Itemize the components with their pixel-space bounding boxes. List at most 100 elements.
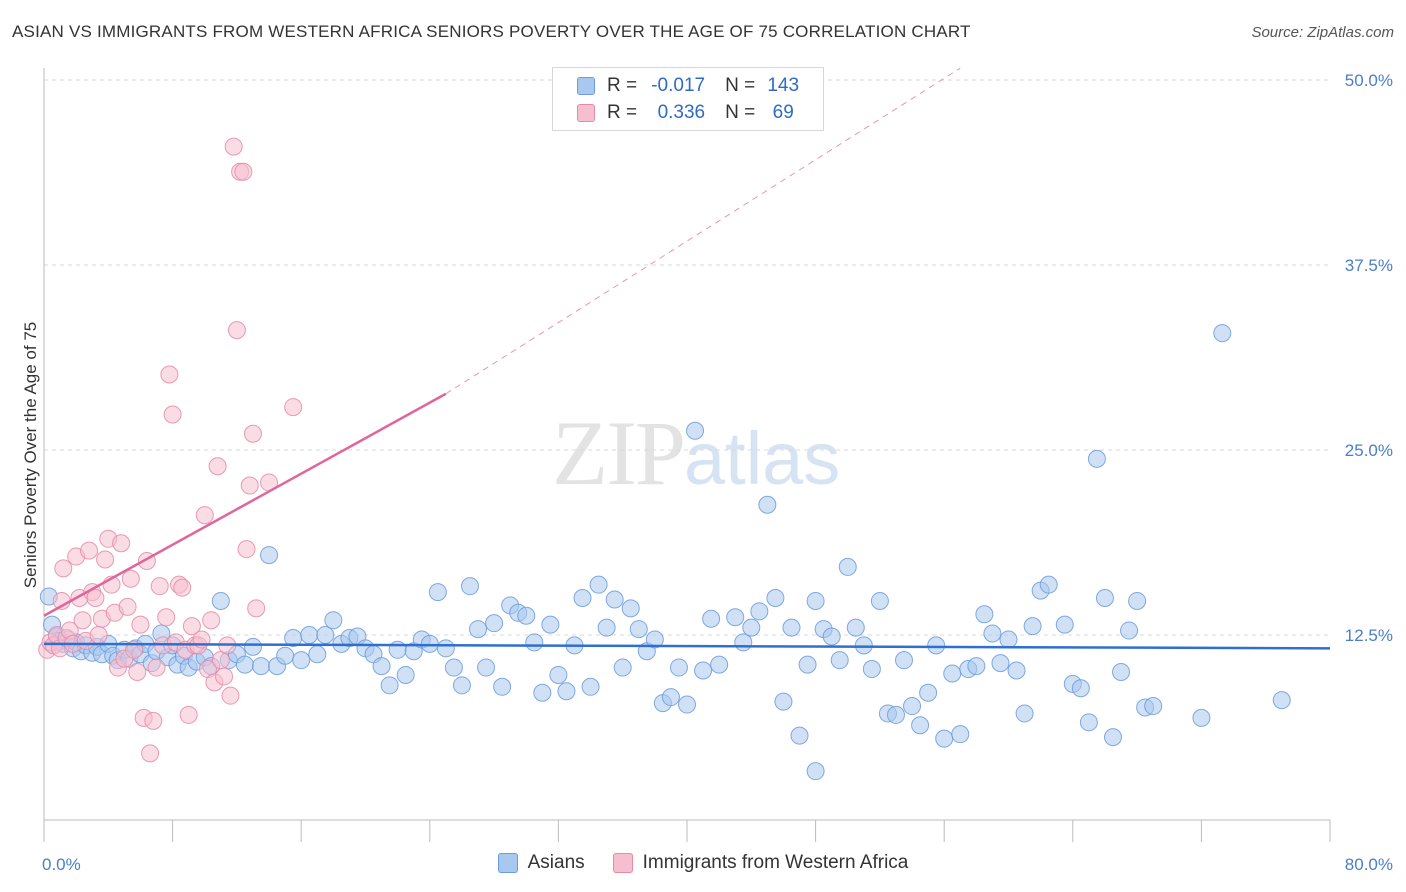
asian-point: [935, 729, 954, 748]
asian-point: [1272, 691, 1291, 710]
legend-r-value: 0.336: [657, 102, 706, 123]
western-africa-point: [195, 506, 214, 525]
asian-point: [444, 658, 463, 677]
western-africa-point: [141, 744, 160, 763]
asian-point: [1192, 708, 1211, 727]
asian-point: [460, 577, 479, 596]
asian-point: [983, 624, 1002, 643]
x-tick-label: 80.0%: [1345, 855, 1393, 874]
asian-point: [734, 633, 753, 652]
legend-r-label: R =: [607, 102, 638, 123]
series-label-asians: Asians: [527, 852, 585, 873]
asian-point: [525, 633, 544, 652]
x-tick-label: 0.0%: [42, 855, 81, 874]
legend-n-value: 69: [772, 102, 794, 123]
legend-n-label: N =: [725, 102, 756, 123]
series-legend: Asians Immigrants from Western Africa: [0, 852, 1406, 874]
asian-point: [822, 627, 841, 646]
asian-point: [549, 665, 568, 684]
western-africa-point: [157, 608, 176, 627]
western-africa-point: [247, 599, 266, 618]
western-africa-point: [80, 541, 99, 560]
western-africa-point: [73, 611, 92, 630]
correlation-legend: R = -0.017 N = 143 R = 0.336 N = 69: [552, 67, 824, 131]
asian-point: [1095, 589, 1114, 607]
asian-point: [1015, 704, 1034, 723]
asian-point: [276, 646, 295, 665]
asian-point: [235, 655, 254, 674]
asian-point: [211, 591, 230, 610]
legend-swatch-asians: [577, 77, 595, 95]
asian-point: [260, 546, 279, 565]
y-tick-label: 50.0%: [1345, 71, 1393, 90]
asian-point: [396, 665, 415, 684]
asian-point: [686, 421, 705, 440]
asian-point: [661, 688, 680, 707]
western-africa-point: [125, 640, 144, 659]
watermark-zip: ZIP: [552, 402, 686, 504]
asian-point: [838, 557, 857, 576]
western-africa-point: [54, 559, 73, 578]
asian-point: [758, 495, 777, 514]
asian-point: [1071, 679, 1090, 698]
asian-point: [597, 618, 616, 637]
asian-point: [806, 762, 825, 781]
asian-point: [300, 626, 319, 644]
asian-point: [919, 683, 938, 702]
y-tick-label: 37.5%: [1345, 256, 1393, 275]
asian-point: [372, 657, 391, 676]
asian-point: [541, 615, 560, 634]
western-africa-point: [240, 476, 259, 495]
western-africa-point: [179, 705, 198, 724]
asian-point: [605, 590, 624, 609]
asian-point: [292, 651, 311, 670]
western-africa-point: [86, 589, 105, 607]
series-legend-asians[interactable]: Asians: [497, 852, 585, 874]
asian-point: [485, 614, 504, 633]
asian-point: [629, 620, 648, 639]
western-africa-point: [150, 577, 169, 596]
watermark: ZIPatlas: [552, 400, 840, 506]
asian-point: [991, 654, 1010, 673]
asian-point: [469, 620, 488, 639]
western-africa-point: [147, 658, 166, 677]
asian-point: [452, 676, 471, 695]
western-africa-point: [173, 578, 192, 597]
asian-point: [895, 651, 914, 670]
asian-point: [951, 725, 970, 744]
asian-point: [581, 677, 600, 696]
watermark-atlas: atlas: [684, 417, 841, 500]
western-africa-point: [96, 550, 115, 569]
asian-point: [613, 658, 632, 677]
asian-point: [975, 605, 994, 624]
asian-point: [316, 626, 335, 644]
legend-row-western-africa: R = 0.336 N = 69: [577, 100, 805, 126]
legend-swatch-western-africa: [577, 104, 595, 122]
asian-point: [1128, 591, 1147, 610]
western-africa-point: [160, 365, 179, 384]
asian-point: [252, 657, 271, 676]
asian-point: [943, 664, 962, 683]
asian-point: [854, 636, 873, 655]
y-tick-label: 25.0%: [1345, 441, 1393, 460]
western-africa-point: [182, 617, 201, 636]
asian-point: [621, 599, 640, 618]
western-africa-point: [118, 597, 137, 616]
western-africa-point: [202, 611, 221, 630]
western-africa-point: [237, 540, 256, 559]
asian-point: [436, 639, 455, 658]
asian-point: [669, 658, 688, 677]
asian-point: [710, 655, 729, 674]
western-africa-point: [128, 663, 147, 681]
series-legend-western-africa[interactable]: Immigrants from Western Africa: [612, 852, 909, 874]
western-africa-point: [243, 424, 262, 443]
series-label-western-africa: Immigrants from Western Africa: [642, 852, 909, 873]
legend-n-value: 143: [767, 75, 800, 96]
western-africa-point: [227, 321, 246, 340]
asian-point: [1023, 617, 1042, 636]
asian-point: [517, 606, 536, 625]
y-axis-label: Seniors Poverty Over the Age of 75: [21, 322, 40, 588]
asian-point: [911, 716, 930, 735]
asian-point: [533, 683, 552, 702]
